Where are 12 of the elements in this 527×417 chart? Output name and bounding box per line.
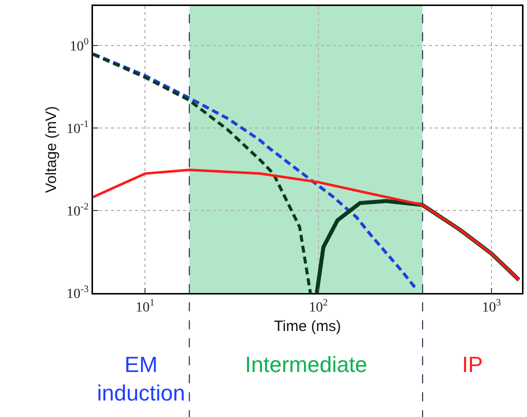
x-tick-label: 10$^{3}$ bbox=[482, 297, 502, 316]
y-tick-label: 10$^{0}$ bbox=[70, 36, 89, 54]
text: Intermediate bbox=[245, 352, 368, 377]
y-axis-title: Voltage (mV) bbox=[43, 106, 60, 193]
x-tick-label: 10$^{1}$ bbox=[136, 297, 155, 316]
y-tick-label: 10$^{-3}$ bbox=[66, 284, 89, 302]
text: IP bbox=[462, 352, 483, 377]
y-tick-label: 10$^{-1}$ bbox=[66, 118, 89, 137]
y-tick-label: 10$^{-2}$ bbox=[66, 201, 89, 220]
x-axis-title: Time (ms) bbox=[274, 318, 341, 336]
text: EM induction bbox=[97, 352, 186, 406]
x-tick-label: 10$^{2}$ bbox=[308, 297, 328, 316]
